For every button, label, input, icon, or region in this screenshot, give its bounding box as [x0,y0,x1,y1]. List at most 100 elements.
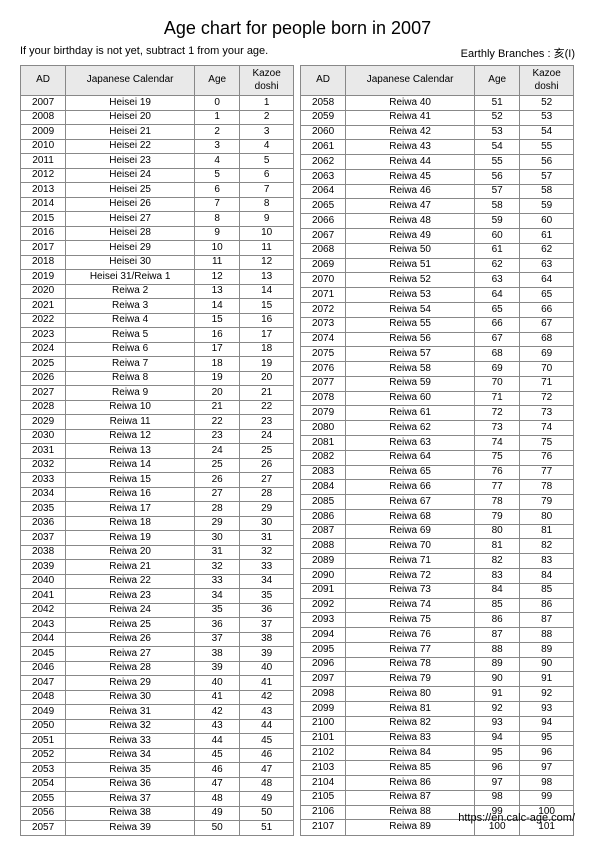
table-row: 2045Reiwa 273839 [21,647,294,662]
table-cell: 17 [240,328,294,343]
table-cell: Reiwa 60 [346,391,475,406]
table-row: 2033Reiwa 152627 [21,473,294,488]
table-cell: Reiwa 33 [66,734,195,749]
table-cell: 2077 [301,376,346,391]
table-cell: 23 [195,429,240,444]
table-cell: Reiwa 72 [346,569,475,584]
table-cell: 43 [240,705,294,720]
table-cell: Reiwa 53 [346,288,475,303]
table-cell: Reiwa 14 [66,458,195,473]
table-row: 2012Heisei 2456 [21,168,294,183]
table-cell: Reiwa 68 [346,509,475,524]
table-cell: Reiwa 6 [66,342,195,357]
table-cell: 80 [475,524,520,539]
table-cell: Reiwa 52 [346,273,475,288]
table-row: 2085Reiwa 677879 [301,495,574,510]
table-row: 2056Reiwa 384950 [21,806,294,821]
table-cell: 2057 [21,821,66,836]
table-row: 2096Reiwa 788990 [301,657,574,672]
table-cell: 2009 [21,125,66,140]
table-cell: 2021 [21,299,66,314]
table-cell: 34 [240,574,294,589]
table-row: 2024Reiwa 61718 [21,342,294,357]
table-cell: Reiwa 18 [66,516,195,531]
table-cell: 77 [520,465,574,480]
kazoe-l1: Kazoe [252,68,280,79]
table-row: 2037Reiwa 193031 [21,531,294,546]
table-row: 2021Reiwa 31415 [21,299,294,314]
table-cell: 24 [240,429,294,444]
table-cell: 14 [240,284,294,299]
table-cell: 2062 [301,155,346,170]
table-cell: 2 [195,125,240,140]
table-cell: Reiwa 58 [346,362,475,377]
table-row: 2066Reiwa 485960 [301,214,574,229]
table-cell: 2098 [301,687,346,702]
table-cell: 2030 [21,429,66,444]
table-row: 2058Reiwa 405152 [301,96,574,111]
table-cell: 2097 [301,672,346,687]
table-cell: 2033 [21,473,66,488]
table-cell: 73 [475,421,520,436]
table-cell: 36 [240,603,294,618]
table-cell: 28 [240,487,294,502]
table-cell: 84 [475,583,520,598]
table-cell: Reiwa 77 [346,642,475,657]
table-cell: 97 [520,761,574,776]
table-cell: 3 [240,125,294,140]
table-cell: 93 [520,702,574,717]
table-cell: 50 [195,821,240,836]
table-cell: 69 [520,347,574,362]
table-row: 2034Reiwa 162728 [21,487,294,502]
table-cell: 2088 [301,539,346,554]
table-cell: 83 [520,554,574,569]
table-cell: 48 [240,777,294,792]
table-cell: 49 [195,806,240,821]
table-cell: 56 [520,155,574,170]
table-cell: 17 [195,342,240,357]
table-cell: Reiwa 13 [66,444,195,459]
table-cell: 35 [240,589,294,604]
table-cell: 54 [520,125,574,140]
table-cell: 2037 [21,531,66,546]
table-cell: 2041 [21,589,66,604]
table-cell: 90 [520,657,574,672]
table-cell: 27 [240,473,294,488]
table-cell: 53 [520,110,574,125]
table-cell: 2104 [301,775,346,790]
table-cell: 2102 [301,746,346,761]
table-cell: 2040 [21,574,66,589]
table-cell: Reiwa 76 [346,628,475,643]
table-cell: 2018 [21,255,66,270]
subheading-row: If your birthday is not yet, subtract 1 … [20,45,575,61]
col-age: Age [475,66,520,96]
table-cell: 74 [475,435,520,450]
table-cell: Reiwa 83 [346,731,475,746]
table-cell: 2051 [21,734,66,749]
table-cell: 12 [240,255,294,270]
table-cell: Reiwa 87 [346,790,475,805]
table-cell: 94 [520,716,574,731]
table-cell: 2075 [301,347,346,362]
age-table-right: AD Japanese Calendar Age Kazoe doshi 205… [300,65,574,836]
table-cell: 2089 [301,554,346,569]
table-cell: Reiwa 88 [346,805,475,820]
table-cell: 5 [240,154,294,169]
table-cell: 38 [195,647,240,662]
table-cell: 37 [195,632,240,647]
table-row: 2078Reiwa 607172 [301,391,574,406]
table-cell: 16 [195,328,240,343]
table-cell: 39 [240,647,294,662]
table-cell: 75 [475,450,520,465]
table-cell: Reiwa 34 [66,748,195,763]
table-cell: 2105 [301,790,346,805]
table-cell: Heisei 21 [66,125,195,140]
table-cell: 13 [195,284,240,299]
table-row: 2036Reiwa 182930 [21,516,294,531]
table-cell: 51 [475,96,520,111]
table-cell: Reiwa 3 [66,299,195,314]
table-cell: 68 [475,347,520,362]
table-cell: Heisei 31/Reiwa 1 [66,270,195,285]
table-row: 2019Heisei 31/Reiwa 11213 [21,270,294,285]
table-row: 2063Reiwa 455657 [301,169,574,184]
